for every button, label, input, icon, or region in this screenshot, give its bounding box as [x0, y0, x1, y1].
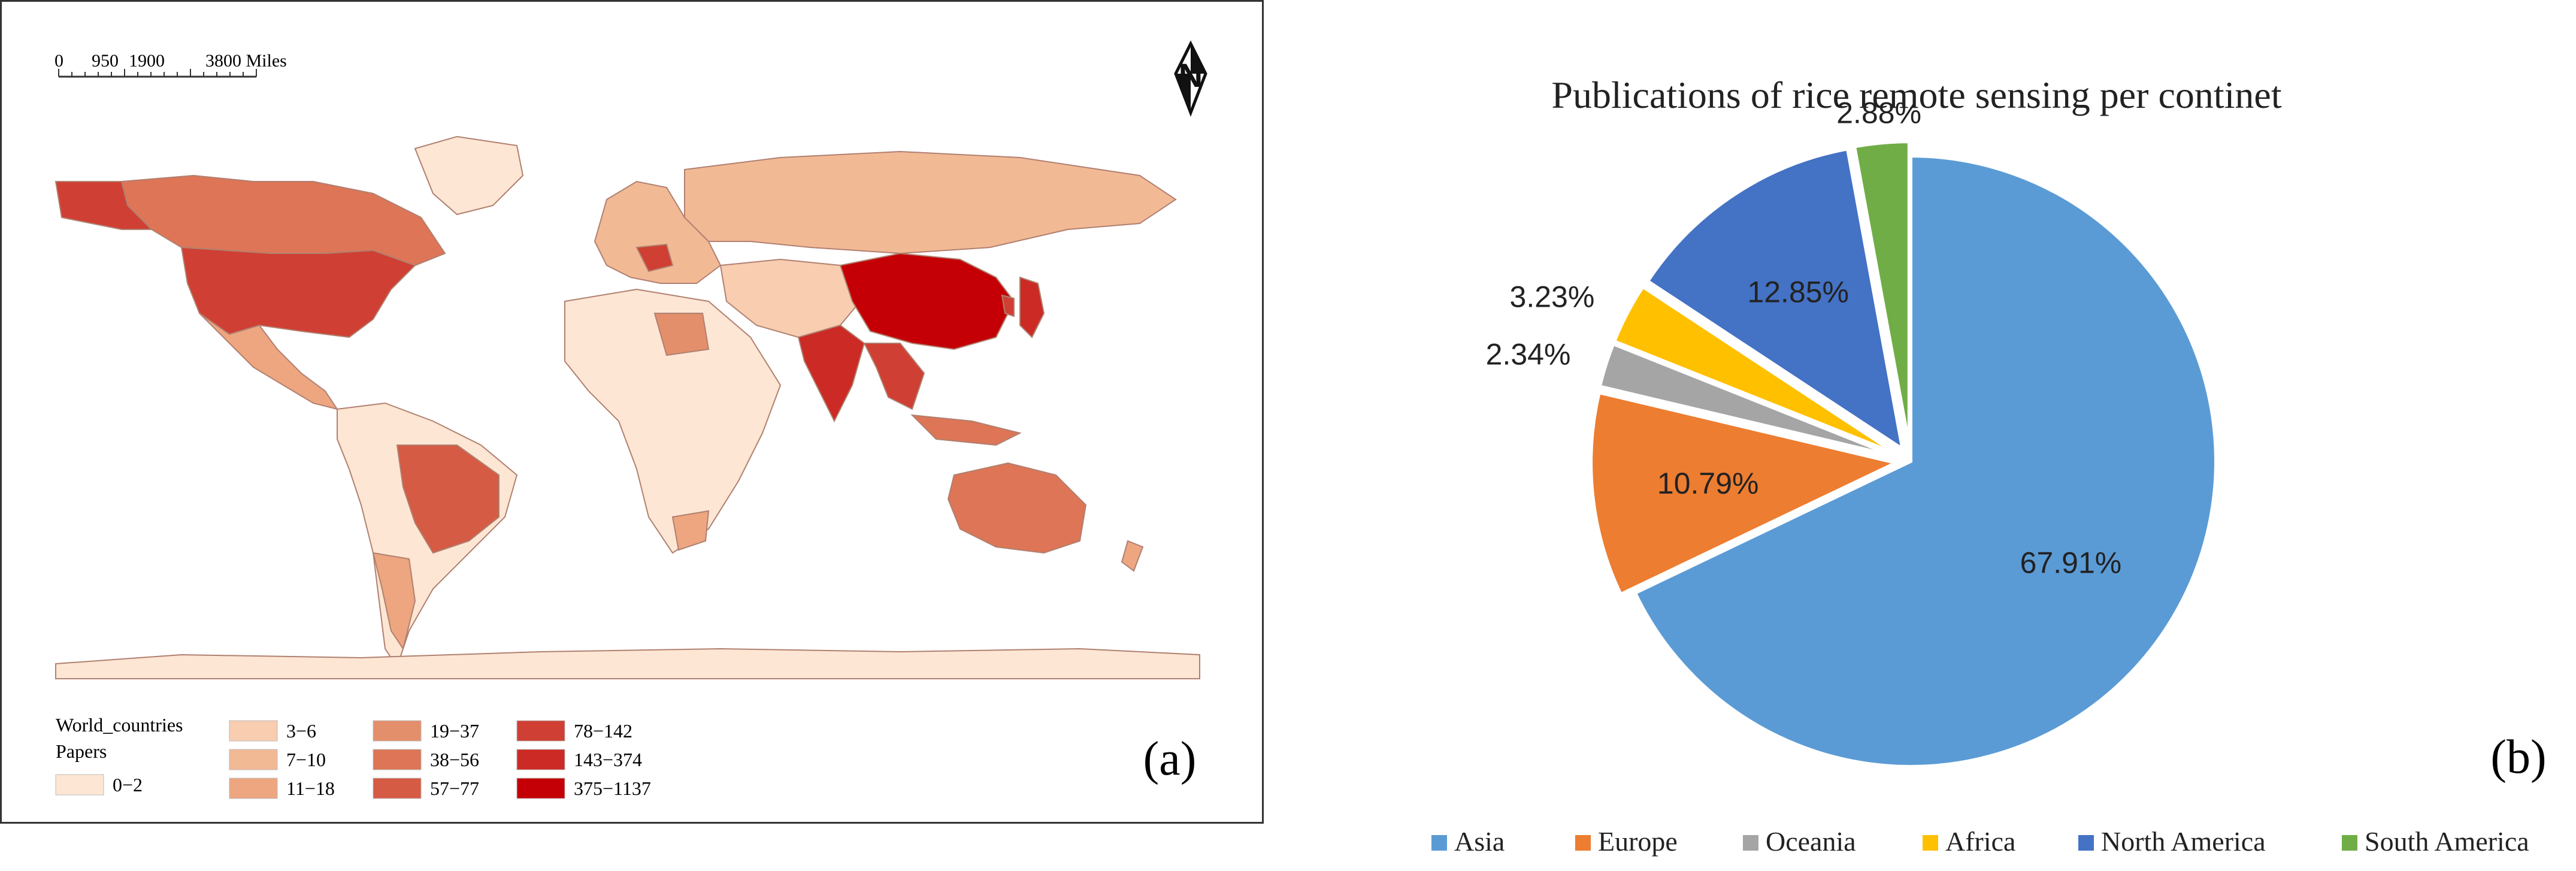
country-india	[797, 324, 865, 423]
map-countries	[55, 135, 1200, 679]
legend-label: 11−18	[286, 778, 335, 799]
pie-slice-north-america	[1645, 146, 1905, 453]
pie-data-label: 12.85%	[1747, 275, 1849, 309]
scale-tick-label: 950	[92, 51, 119, 71]
pie-slice-africa	[1612, 284, 1899, 456]
legend-label: South America	[2365, 826, 2529, 857]
legend-swatch	[516, 720, 565, 742]
legend-swatch	[516, 778, 565, 799]
pie-data-label: 2.88%	[1836, 96, 1921, 129]
legend-swatch	[2342, 835, 2357, 851]
country-africa	[564, 288, 782, 554]
country-brazil	[396, 444, 500, 554]
panel-label-b: (b)	[2490, 731, 2546, 784]
country-germany	[635, 243, 674, 273]
scale-bar: 0 950 1900 3800 Miles	[55, 51, 287, 78]
legend-label: 143−374	[574, 749, 642, 770]
legend-swatch	[229, 778, 278, 799]
country-south-africa	[671, 510, 710, 551]
legend-swatch	[516, 749, 565, 770]
legend-layer-name: World_countries	[56, 714, 183, 736]
panel-label-a: (a)	[1143, 733, 1197, 785]
scale-tick-label: 1900	[129, 51, 165, 71]
pie-panel: Publications of rice remote sensing per …	[1288, 0, 2576, 871]
country-argentina	[372, 552, 416, 651]
legend-swatch	[373, 778, 422, 799]
legend-label: 0−2	[113, 774, 143, 796]
country-alaska	[55, 181, 153, 230]
legend-swatch	[1923, 835, 1938, 851]
pie-slice-oceania	[1597, 341, 1898, 459]
pie-data-label: 2.34%	[1486, 338, 1571, 371]
country-egypt	[653, 313, 710, 356]
pie-slice-south-america	[1852, 140, 1911, 447]
pie-data-label: 67.91%	[2020, 546, 2122, 580]
legend-label: 375−1137	[574, 778, 651, 799]
map-legend: World_countries Papers 0−2 3−6 7−10 11−18 19…	[55, 714, 651, 799]
legend-swatch	[1743, 835, 1758, 851]
country-japan	[1019, 276, 1045, 338]
legend-swatch	[373, 720, 422, 742]
legend-label: Europe	[1598, 826, 1678, 857]
legend-label: 78−142	[574, 720, 632, 742]
legend-label: 38−56	[430, 749, 479, 770]
pie-slice-asia	[1632, 153, 2218, 769]
legend-label: Oceania	[1766, 826, 1856, 857]
pie-chart: Publications of rice remote sensing per …	[1431, 74, 2547, 857]
legend-label: North America	[2101, 826, 2266, 857]
legend-label: 57−77	[430, 778, 479, 799]
legend-swatch	[1431, 835, 1447, 851]
legend-field-name: Papers	[56, 740, 107, 762]
country-greenland	[414, 135, 524, 216]
pie-slice-europe	[1589, 390, 1902, 597]
legend-swatch	[55, 774, 104, 796]
country-southeast-asia	[863, 343, 925, 410]
legend-swatch	[229, 749, 278, 770]
legend-swatch	[229, 720, 278, 742]
scale-tick-label: 0	[55, 51, 63, 71]
legend-swatch	[2078, 835, 2094, 851]
country-australia	[947, 462, 1087, 554]
legend-swatch	[373, 749, 422, 770]
legend-label: 7−10	[286, 749, 326, 770]
legend-label: Asia	[1454, 826, 1505, 857]
legend-swatch	[1575, 835, 1591, 851]
country-antarctica	[55, 648, 1200, 679]
country-china	[839, 252, 1015, 350]
country-russia	[684, 150, 1177, 255]
north-arrow-letter: N	[1179, 56, 1203, 94]
north-arrow-icon: N	[1174, 40, 1207, 117]
world-map: 0 950 1900 3800 Miles N	[55, 40, 1207, 799]
scale-tick-label: 3800 Miles	[205, 51, 287, 71]
pie-data-label: 3.23%	[1510, 280, 1595, 314]
country-canada	[120, 174, 446, 267]
country-new-zealand	[1121, 540, 1144, 572]
country-mexico	[199, 313, 339, 410]
country-europe	[594, 180, 722, 284]
chart-title: Publications of rice remote sensing per …	[1551, 74, 2281, 116]
legend-label: Africa	[1945, 826, 2015, 857]
country-usa	[180, 246, 416, 338]
pie-data-label: 10.79%	[1657, 467, 1759, 500]
legend-label: 3−6	[286, 720, 316, 742]
country-korea	[1001, 294, 1015, 317]
legend-label: 19−37	[430, 720, 479, 742]
country-indonesia	[910, 414, 1022, 446]
map-panel: 0 950 1900 3800 Miles N	[0, 0, 1264, 824]
